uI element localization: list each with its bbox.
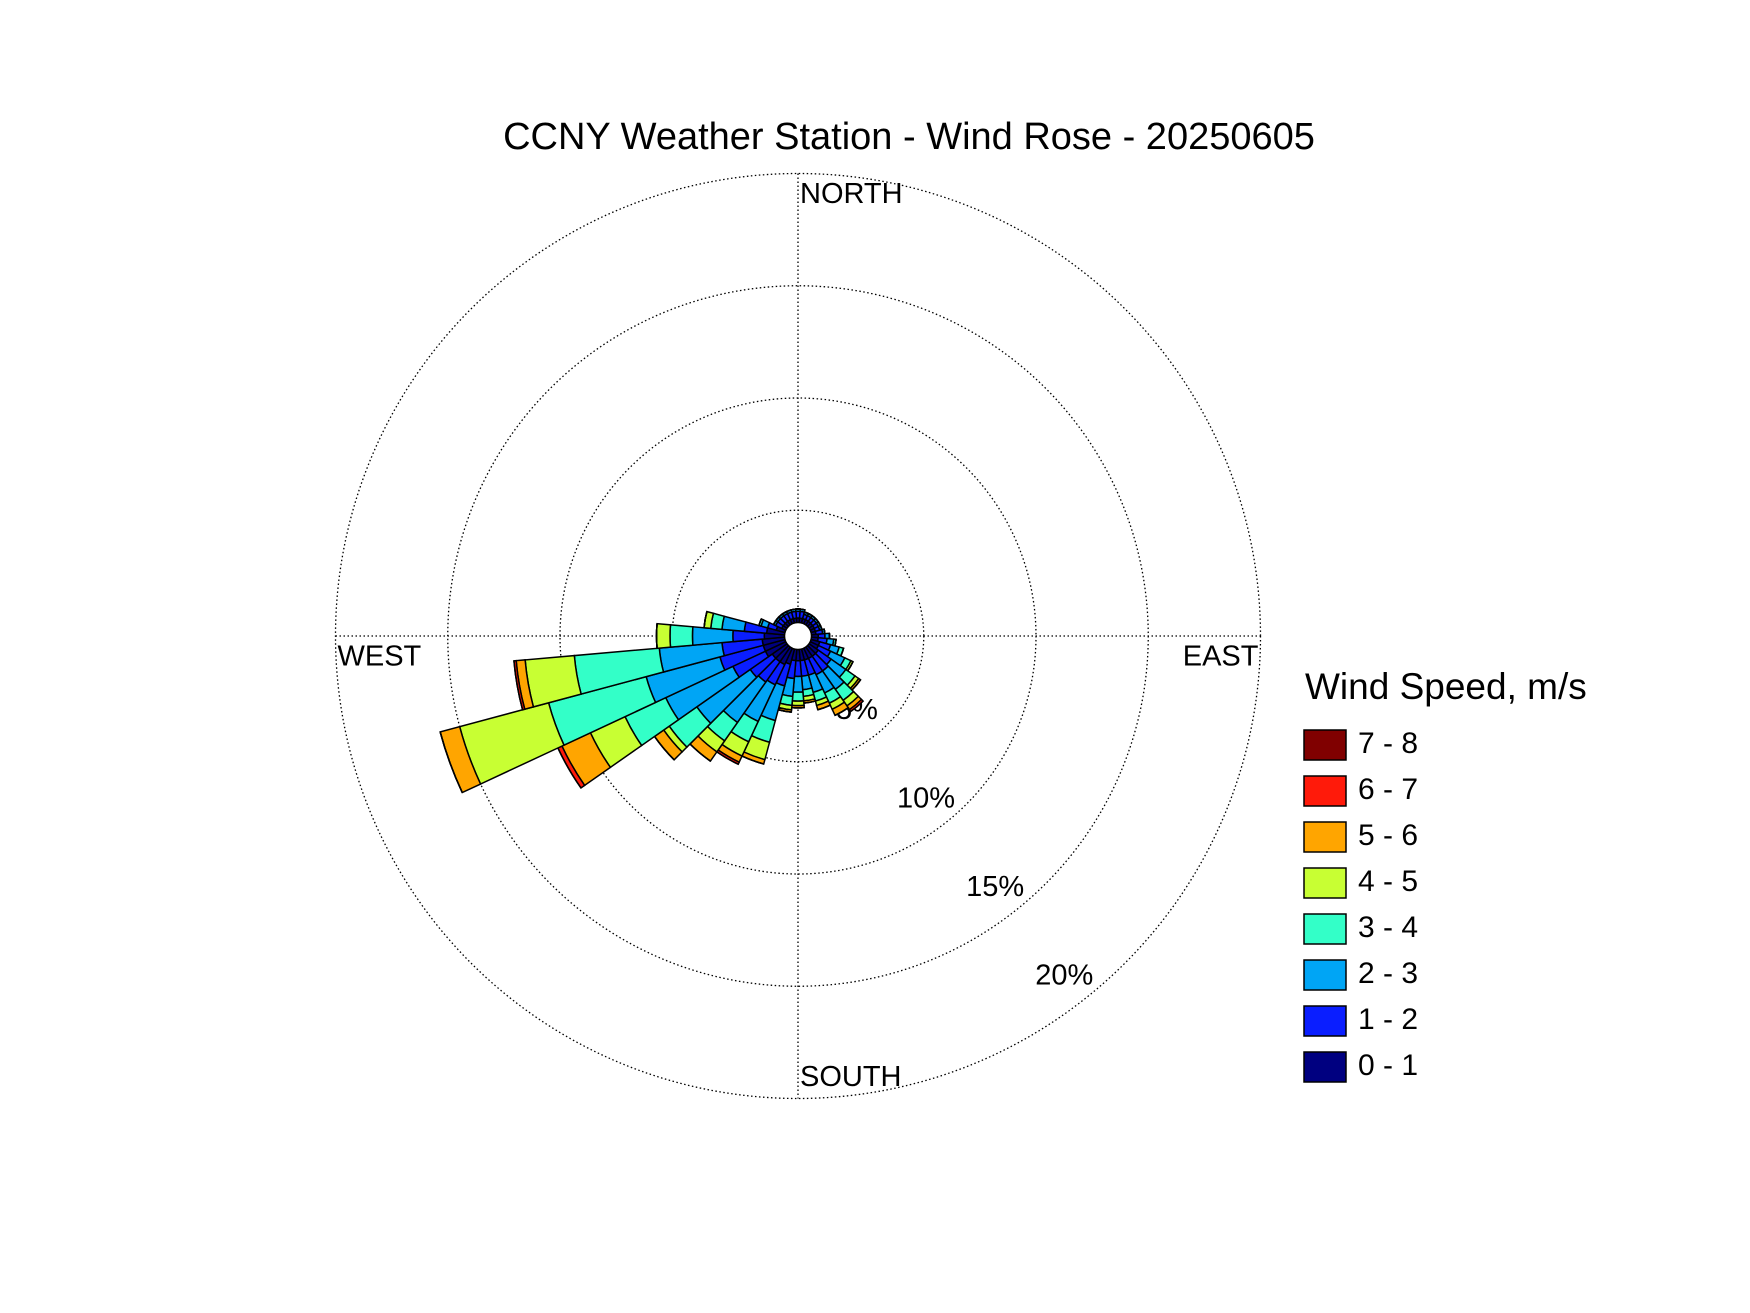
- legend-title: Wind Speed, m/s: [1305, 666, 1587, 707]
- grid-ring: [334, 172, 1262, 1100]
- legend-swatch: [1303, 867, 1347, 899]
- chart-title: CCNY Weather Station - Wind Rose - 20250…: [503, 116, 1315, 158]
- wind-segment: [439, 731, 463, 793]
- direction-label: EAST: [1183, 641, 1259, 673]
- wind-segment: [791, 691, 805, 702]
- legend-swatch: [1303, 775, 1347, 807]
- legend-label: 1 - 2: [1358, 1003, 1418, 1036]
- legend-label: 2 - 3: [1358, 957, 1418, 990]
- direction-label: WEST: [338, 641, 422, 673]
- wind-segment: [669, 624, 694, 648]
- direction-label: NORTH: [800, 178, 903, 210]
- wind-segment: [655, 623, 658, 649]
- wind-segment: [850, 700, 864, 713]
- legend-swatch: [1303, 959, 1347, 991]
- legend-swatch: [1303, 913, 1347, 945]
- legend-label: 0 - 1: [1358, 1049, 1418, 1082]
- grid-ring: [671, 509, 925, 763]
- legend-swatch: [1303, 1005, 1347, 1037]
- legend-label: 4 - 5: [1358, 865, 1418, 898]
- legend-label: 3 - 4: [1358, 911, 1418, 944]
- r-tick-label: 10%: [897, 783, 955, 815]
- legend-label: 6 - 7: [1358, 773, 1418, 806]
- legend-swatch: [1303, 821, 1347, 853]
- wind-segment: [790, 608, 796, 611]
- r-tick-label: 20%: [1035, 959, 1093, 991]
- wind-segment: [800, 608, 806, 611]
- legend-label: 5 - 6: [1358, 819, 1418, 852]
- r-tick-label: 15%: [966, 871, 1024, 903]
- grid-ring: [447, 285, 1149, 987]
- direction-label: SOUTH: [800, 1061, 902, 1093]
- legend-swatch: [1303, 729, 1347, 761]
- center-hole: [783, 621, 813, 651]
- legend-swatch: [1303, 1051, 1347, 1083]
- grid-ring: [559, 397, 1037, 875]
- wind-segment: [721, 615, 747, 633]
- legend-label: 7 - 8: [1358, 727, 1418, 760]
- wind-segment: [655, 622, 672, 650]
